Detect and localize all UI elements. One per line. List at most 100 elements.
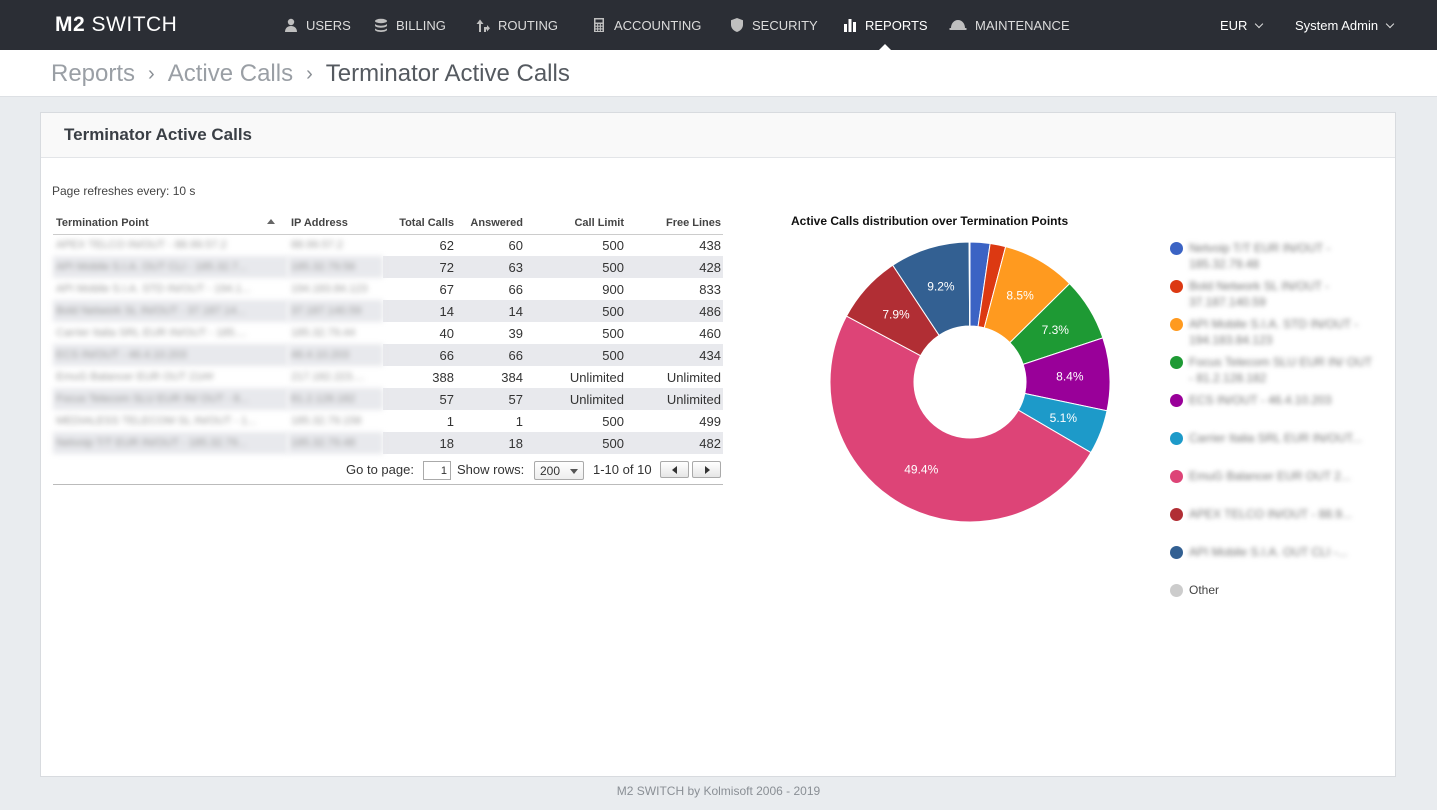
cell-ip-address: 88.99.57.2	[291, 239, 343, 252]
cell-total-calls: 72	[383, 256, 456, 278]
col-call-limit[interactable]: Call Limit	[525, 212, 626, 235]
cell-answered: 66	[456, 344, 525, 366]
cell-answered: 1	[515, 413, 523, 429]
nav-billing[interactable]: BILLING	[374, 0, 446, 50]
slice-label: 8.4%	[1056, 369, 1084, 383]
cell-termination-point: API Mobile S.I.A. OUT CLI - 185.32.7...	[53, 256, 288, 278]
legend-swatch	[1170, 546, 1183, 559]
pie-slice[interactable]	[968, 241, 971, 327]
cell-free-lines: 460	[699, 325, 721, 341]
nav-users-label: USERS	[306, 17, 351, 33]
cell-ip-address: 81.2.128.182	[288, 388, 383, 410]
goto-page-input[interactable]: 1	[423, 461, 451, 480]
cell-termination-point: APEX TELCO IN/OUT - 88.99.57.2	[56, 239, 227, 252]
nav-reports[interactable]: REPORTS	[843, 0, 928, 50]
legend-item[interactable]: Carrier Italia SRL EUR IN/OUT...	[1170, 430, 1380, 468]
table-row[interactable]: ECS IN/OUT - 46.4.10.203 46.4.10.203 66 66 5…	[53, 344, 723, 366]
legend-label: EmuG Balancer EUR OUT 2...	[1189, 469, 1351, 483]
breadcrumb-reports[interactable]: Reports	[51, 60, 136, 87]
nav-users[interactable]: USERS	[284, 0, 351, 50]
cell-free-lines: 438	[699, 237, 721, 253]
cell-total-calls: 67	[439, 281, 454, 297]
dropdown-arrow-icon	[570, 469, 578, 474]
col-total-calls[interactable]: Total Calls	[383, 212, 456, 235]
legend-swatch	[1170, 280, 1183, 293]
table-row[interactable]: Netvoip T/T EUR IN/OUT - 185.32.79... 185…	[53, 432, 723, 454]
logo[interactable]: M2 SWITCH	[55, 13, 178, 36]
legend-label: APEX TELCO IN/OUT - 88.9...	[1189, 507, 1352, 521]
legend-swatch	[1170, 470, 1183, 483]
next-page-button[interactable]	[692, 461, 721, 478]
user-menu[interactable]: System Admin	[1295, 0, 1395, 50]
legend-item[interactable]: Other	[1170, 582, 1380, 602]
table-row[interactable]: EmuG Balancer EUR OUT 21## 217.182.223...…	[53, 366, 723, 388]
show-rows-select[interactable]: 200	[534, 461, 584, 480]
legend-item[interactable]: API Mobile S.I.A. STD IN/OUT - 194.183.8…	[1170, 316, 1380, 354]
table-row[interactable]: Carrier Italia SRL EUR IN/OUT - 185.... 1…	[53, 322, 723, 344]
table-row[interactable]: API Mobile S.I.A. STD IN/OUT - 194.1... 1…	[53, 278, 723, 300]
cell-answered: 39	[508, 325, 523, 341]
refresh-info: Page refreshes every: 10 s	[52, 184, 196, 198]
cell-free-lines: 486	[626, 300, 723, 322]
table-row[interactable]: API Mobile S.I.A. OUT CLI - 185.32.7... 1…	[53, 256, 723, 278]
legend-label: Bold Network SL IN/OUT - 37.187.140.59	[1189, 279, 1330, 309]
cell-ip-address: 185.32.79.56	[288, 256, 383, 278]
cell-free-lines: 482	[626, 432, 723, 454]
slice-label: 5.1%	[1050, 411, 1078, 425]
pager-range: 1-10 of 10	[593, 462, 652, 477]
chart-legend: Netvoip T/T EUR IN/OUT - 185.32.79.48 Bol…	[1170, 240, 1380, 602]
nav-security[interactable]: SECURITY	[730, 0, 818, 50]
active-caret	[879, 44, 892, 50]
breadcrumb-separator: ›	[148, 62, 155, 85]
cell-termination-point: Focus Telecom SLU EUR IN/ OUT - 8...	[53, 388, 288, 410]
cell-call-limit: Unlimited	[569, 369, 624, 385]
cell-call-limit: Unlimited	[525, 388, 626, 410]
cell-ip-address: 37.187.140.59	[288, 300, 383, 322]
chevron-down-icon	[1255, 19, 1264, 28]
table-row[interactable]: APEX TELCO IN/OUT - 88.99.57.2 88.99.57.2…	[53, 234, 723, 256]
cell-termination-point: API Mobile S.I.A. STD IN/OUT - 194.1...	[56, 283, 251, 295]
table-row[interactable]: Bold Network SL IN/OUT - 37.187.14... 37.…	[53, 300, 723, 322]
currency-dropdown[interactable]: EUR	[1220, 0, 1264, 50]
col-answered[interactable]: Answered	[456, 212, 525, 235]
col-ip-address[interactable]: IP Address	[288, 212, 383, 235]
legend-label: Carrier Italia SRL EUR IN/OUT...	[1189, 431, 1362, 445]
footer: M2 SWITCH by Kolmisoft 2006 - 2019	[616, 784, 821, 798]
user-name: System Admin	[1295, 17, 1379, 33]
legend-item[interactable]: Netvoip T/T EUR IN/OUT - 185.32.79.48	[1170, 240, 1380, 278]
legend-swatch	[1170, 356, 1183, 369]
cell-answered: 60	[508, 237, 523, 253]
routing-arrows-icon	[476, 18, 490, 32]
breadcrumb-active-calls[interactable]: Active Calls	[167, 60, 294, 87]
slice-label: 7.3%	[1042, 323, 1070, 337]
table-row[interactable]: Focus Telecom SLU EUR IN/ OUT - 8... 81.2…	[53, 388, 723, 410]
legend-label: Other	[1189, 583, 1220, 597]
nav-maintenance[interactable]: MAINTENANCE	[949, 0, 1070, 50]
cell-ip-address: 185.32.79.44	[291, 327, 356, 339]
nav-routing[interactable]: ROUTING	[476, 0, 558, 50]
cell-call-limit: 500	[525, 344, 626, 366]
cell-call-limit: 900	[602, 281, 624, 297]
legend-item[interactable]: Bold Network SL IN/OUT - 37.187.140.59	[1170, 278, 1380, 316]
legend-label: Focus Telecom SLU EUR IN/ OUT - 81.2.128…	[1189, 355, 1372, 385]
legend-item[interactable]: API Mobile S.I.A. OUT CLI -...	[1170, 544, 1380, 582]
table-row[interactable]: MEDIALESS TELECOM SL IN/OUT - 1... 185.32…	[53, 410, 723, 432]
legend-item[interactable]: Focus Telecom SLU EUR IN/ OUT - 81.2.128…	[1170, 354, 1380, 392]
breadcrumb: Reports › Active Calls › Terminator Acti…	[51, 60, 570, 88]
nav-accounting[interactable]: ACCOUNTING	[592, 0, 701, 50]
legend-item[interactable]: APEX TELCO IN/OUT - 88.9...	[1170, 506, 1380, 544]
cell-total-calls: 14	[383, 300, 456, 322]
breadcrumb-separator: ›	[306, 62, 313, 85]
legend-item[interactable]: EmuG Balancer EUR OUT 2...	[1170, 468, 1380, 506]
legend-item[interactable]: ECS IN/OUT - 46.4.10.203	[1170, 392, 1380, 430]
cell-answered: 18	[456, 432, 525, 454]
cell-total-calls: 62	[439, 237, 454, 253]
slice-label: 8.5%	[1006, 288, 1034, 302]
prev-page-button[interactable]	[660, 461, 689, 478]
nav-security-label: SECURITY	[752, 17, 818, 33]
cell-termination-point: MEDIALESS TELECOM SL IN/OUT - 1...	[56, 415, 257, 427]
col-termination-point[interactable]: Termination Point	[53, 212, 288, 235]
show-rows-label: Show rows:	[457, 462, 525, 477]
pie-slice[interactable]	[829, 315, 1092, 523]
col-free-lines[interactable]: Free Lines	[626, 212, 723, 235]
